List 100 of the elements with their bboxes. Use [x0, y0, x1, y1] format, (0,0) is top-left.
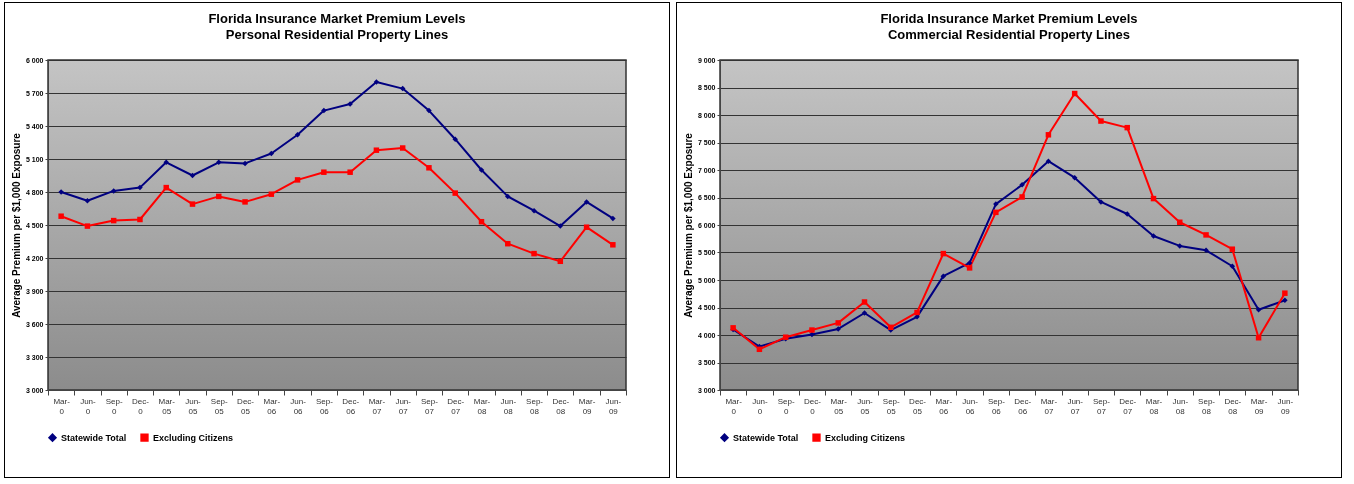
- point: [861, 310, 868, 316]
- x-tick-label: Jun-06: [290, 396, 307, 416]
- point: [294, 132, 301, 138]
- point: [966, 260, 973, 266]
- point: [1177, 219, 1183, 225]
- point: [478, 167, 485, 173]
- y-axis-title: Average Premium per $1,000 Exposure: [682, 132, 694, 318]
- x-tick-label: Jun-05: [185, 396, 202, 416]
- point: [1177, 243, 1183, 249]
- chart-subtitle: Commercial Residential Property Lines: [887, 27, 1131, 42]
- point: [966, 265, 973, 271]
- point: [610, 215, 616, 222]
- x-tick-label: Dec-0: [804, 396, 822, 416]
- point: [58, 213, 64, 219]
- point: [809, 331, 815, 338]
- x-tick-label: Jun-09: [605, 396, 622, 416]
- point: [452, 136, 458, 142]
- point: [1045, 132, 1052, 138]
- x-tick-label: Sep-07: [1093, 396, 1111, 416]
- x-tick-label: Jun-08: [500, 396, 517, 416]
- x-tick-label: Mar-0: [725, 396, 743, 416]
- x-tick-label: Sep-07: [421, 396, 439, 416]
- x-tick-label: Mar-05: [158, 396, 176, 416]
- point: [110, 188, 117, 194]
- x-tick-label: Jun-0: [752, 396, 769, 416]
- point: [1229, 246, 1236, 252]
- x-tick-label: Dec-0: [132, 396, 150, 416]
- x-tick-label: Mar-08: [1145, 396, 1163, 416]
- point: [531, 250, 537, 257]
- x-tick-label: Sep-06: [315, 396, 334, 416]
- point: [914, 309, 920, 316]
- point: [321, 169, 327, 175]
- x-tick-label: Mar-06: [263, 396, 281, 416]
- point: [1282, 297, 1288, 304]
- x-tick-label: Sep-08: [1198, 396, 1216, 416]
- legend-label: Statewide Total: [61, 432, 127, 443]
- point: [1150, 233, 1157, 239]
- x-tick-label: Dec-08: [1224, 396, 1242, 416]
- point: [163, 184, 169, 191]
- point: [505, 240, 511, 247]
- point: [505, 193, 511, 200]
- point: [1045, 158, 1052, 164]
- point: [426, 165, 432, 171]
- point: [399, 145, 406, 151]
- x-tick-label: Dec-05: [909, 396, 927, 416]
- x-tick-label: Sep-0: [105, 396, 123, 416]
- point: [940, 273, 947, 279]
- legend-label: Excluding Citizens: [153, 432, 234, 443]
- point: [242, 199, 248, 205]
- point: [216, 159, 222, 166]
- x-tick-label: Dec-08: [552, 396, 570, 416]
- x-tick-label: Jun-08: [1172, 396, 1189, 416]
- point: [84, 198, 91, 204]
- point: [452, 190, 458, 196]
- x-tick-label: Dec-06: [342, 396, 360, 416]
- y-axis-title: Average Premium per $1,000 Exposure: [10, 132, 22, 318]
- x-tick-label: Dec-05: [237, 396, 255, 416]
- x-tick-label: Mar-07: [368, 396, 386, 416]
- point: [137, 184, 143, 191]
- chart-title: Florida Insurance Market Premium Levels: [208, 11, 466, 26]
- point: [1071, 174, 1078, 181]
- point: [84, 223, 91, 229]
- point: [861, 299, 868, 305]
- x-tick-label: Jun-09: [1277, 396, 1294, 416]
- x-tick-label: Mar-05: [830, 396, 848, 416]
- point: [268, 191, 275, 197]
- chart-title: Florida Insurance Market Premium Levels: [880, 11, 1138, 26]
- point: [1282, 290, 1288, 296]
- point: [163, 159, 169, 166]
- x-tick-label: Mar-09: [1250, 396, 1268, 416]
- x-tick-label: Dec-06: [1014, 396, 1032, 416]
- point: [583, 199, 590, 205]
- point: [583, 224, 590, 230]
- point: [373, 147, 380, 153]
- x-tick-label: Jun-07: [395, 396, 412, 416]
- x-tick-label: Sep-05: [210, 396, 229, 416]
- point: [137, 216, 143, 223]
- x-tick-label: Sep-06: [987, 396, 1006, 416]
- point: [399, 85, 406, 92]
- x-tick-label: Mar-08: [473, 396, 491, 416]
- point: [321, 107, 327, 114]
- x-tick-label: Jun-06: [962, 396, 979, 416]
- point: [1098, 118, 1104, 124]
- point: [610, 242, 616, 248]
- point: [347, 169, 353, 175]
- x-tick-label: Sep-08: [526, 396, 544, 416]
- x-tick-label: Dec-07: [1119, 396, 1137, 416]
- point: [1255, 306, 1262, 313]
- point: [1203, 247, 1209, 254]
- x-tick-label: Jun-07: [1067, 396, 1084, 416]
- x-tick-label: Jun-05: [857, 396, 874, 416]
- point: [1019, 194, 1025, 200]
- legend-label: Excluding Citizens: [825, 432, 906, 443]
- point: [809, 327, 815, 333]
- point: [557, 223, 564, 229]
- x-tick-label: Jun-0: [80, 396, 97, 416]
- point: [1203, 232, 1209, 238]
- point: [189, 201, 196, 207]
- point: [1124, 124, 1130, 131]
- x-tick-label: Sep-05: [882, 396, 901, 416]
